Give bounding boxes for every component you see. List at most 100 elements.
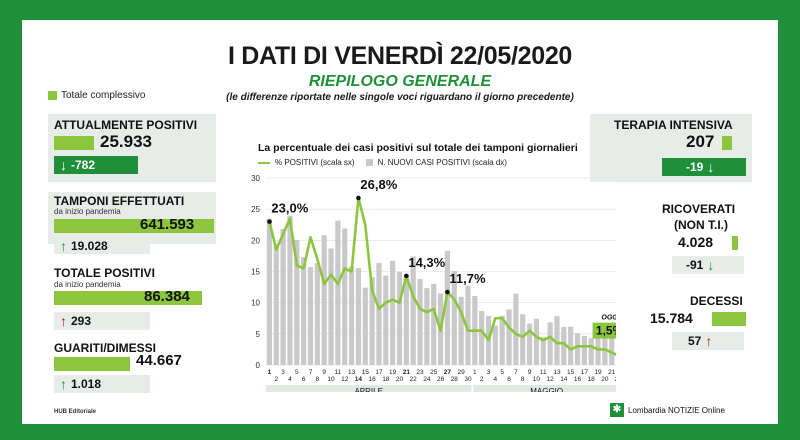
tamponi-delta: ↑ 19.028: [54, 238, 150, 254]
bar-new-cases: [287, 215, 293, 365]
header: I DATI DI VENERDÌ 22/05/2020 RIEPILOGO G…: [22, 42, 778, 103]
ric-delta: -91 ↓: [672, 256, 744, 274]
x-tick-label: 14: [560, 376, 568, 383]
annotation-point: [445, 289, 450, 295]
x-tick-label: 10: [533, 376, 541, 383]
bar-new-cases: [390, 260, 396, 365]
logo-icon: ✱: [610, 403, 624, 417]
total-swatch: [48, 91, 57, 100]
x-tick-label: 26: [437, 376, 445, 383]
x-tick-label: 6: [302, 376, 306, 383]
x-tick-label: 24: [423, 376, 431, 383]
bar-new-cases: [431, 283, 437, 365]
positivi-label: ATTUALMENTE POSITIVI: [54, 118, 198, 132]
x-tick-label: 3: [281, 369, 285, 376]
arrow-up-icon: ↑: [60, 376, 67, 392]
bar-new-cases: [266, 218, 273, 365]
bar-new-cases: [273, 244, 279, 365]
totpos-bar: [54, 291, 202, 305]
guariti-label: GUARITI/DIMESSI: [54, 341, 157, 355]
legend-bar-swatch: [365, 159, 373, 166]
tamponi-delta-value: 19.028: [71, 239, 108, 253]
tamponi-label: TAMPONI EFFETTUATI: [54, 194, 185, 208]
page-note: (le differenze riportate nelle singole v…: [226, 92, 574, 103]
infographic-card: I DATI DI VENERDÌ 22/05/2020 RIEPILOGO G…: [22, 20, 778, 424]
chart-svg: 05101520253001.0002.00023,0%26,8%14,3%11…: [251, 174, 616, 392]
x-tick-label: 2: [480, 376, 484, 383]
x-tick-label: 14: [355, 376, 363, 383]
arrow-up-icon: ↑: [705, 333, 713, 349]
page-subtitle: RIEPILOGO GENERALE: [308, 73, 492, 90]
bar-new-cases: [458, 296, 464, 365]
bar-new-cases: [609, 335, 615, 365]
y-left-tick-label: 30: [251, 174, 260, 183]
ric-label: RICOVERATI: [662, 202, 736, 216]
y-left-tick-label: 15: [251, 268, 260, 277]
x-tick-label: 7: [514, 369, 518, 376]
tamponi-value: 641.593: [140, 216, 195, 233]
x-tick-label: 3: [487, 369, 491, 376]
x-tick-label: 18: [382, 376, 390, 383]
x-tick-label: 13: [553, 369, 561, 376]
dec-bar: [712, 312, 746, 326]
bar-new-cases: [369, 277, 375, 365]
x-tick-label: 12: [341, 376, 349, 383]
footer-source: HUB Editoriale: [54, 409, 97, 415]
x-tick-label: 27: [444, 369, 452, 376]
ti-delta: -19 ↓: [662, 158, 746, 176]
y-left-tick-label: 10: [251, 299, 260, 308]
total-legend-label: Totale complessivo: [61, 90, 146, 101]
bar-new-cases: [465, 285, 471, 365]
x-tick-label: 21: [403, 369, 411, 376]
x-tick-label: 15: [362, 369, 370, 376]
month-label: APRILE: [354, 387, 382, 392]
x-tick-label: 20: [396, 376, 404, 383]
bar-new-cases: [335, 220, 341, 365]
bar-new-cases: [526, 323, 533, 365]
x-tick-label: 22: [615, 376, 616, 383]
x-tick-label: 8: [521, 376, 525, 383]
x-tick-label: 17: [375, 369, 383, 376]
x-tick-label: 23: [416, 369, 424, 376]
bar-new-cases: [574, 333, 581, 365]
x-tick-label: 1: [268, 369, 272, 376]
dec-label: DECESSI: [690, 294, 743, 308]
bar-new-cases: [492, 325, 498, 365]
bar-new-cases: [328, 248, 334, 365]
bar-new-cases: [581, 335, 587, 365]
logo-text: Lombardia NOTIZIE Online: [628, 405, 725, 415]
bar-new-cases: [602, 329, 608, 365]
bar-new-cases: [520, 314, 526, 365]
annotation-label: 26,8%: [360, 177, 397, 192]
bar-new-cases: [424, 288, 430, 365]
totpos-delta-value: 293: [71, 314, 92, 328]
x-tick-label: 28: [451, 376, 459, 383]
annotation-point: [404, 273, 409, 279]
bar-new-cases: [383, 275, 389, 365]
legend-line-swatch: [258, 161, 270, 164]
guariti-value: 44.667: [136, 352, 182, 369]
positivi-bar: [54, 136, 94, 150]
y-left-tick-label: 25: [251, 205, 260, 214]
x-tick-label: 30: [464, 376, 472, 383]
arrow-down-icon: ↓: [707, 257, 715, 273]
arrow-down-icon: ↓: [60, 157, 67, 173]
arrow-up-icon: ↑: [60, 313, 67, 329]
x-tick-label: 19: [594, 369, 602, 376]
x-tick-label: 5: [500, 369, 504, 376]
bar-new-cases: [396, 271, 403, 365]
bar-new-cases: [568, 326, 574, 365]
ti-bar: [722, 136, 732, 150]
bar-new-cases: [410, 256, 416, 365]
y-left-tick-label: 0: [256, 361, 261, 370]
x-tick-label: 15: [567, 369, 575, 376]
bar-new-cases: [547, 322, 553, 365]
x-tick-label: 9: [322, 369, 326, 376]
totpos-label: TOTALE POSITIVI: [54, 266, 155, 280]
x-tick-label: 11: [540, 369, 547, 376]
bar-new-cases: [499, 315, 505, 365]
ti-delta-value: -19: [686, 160, 704, 174]
x-tick-label: 10: [327, 376, 335, 383]
dec-delta-value: 57: [688, 334, 702, 348]
ti-value: 207: [686, 132, 715, 151]
